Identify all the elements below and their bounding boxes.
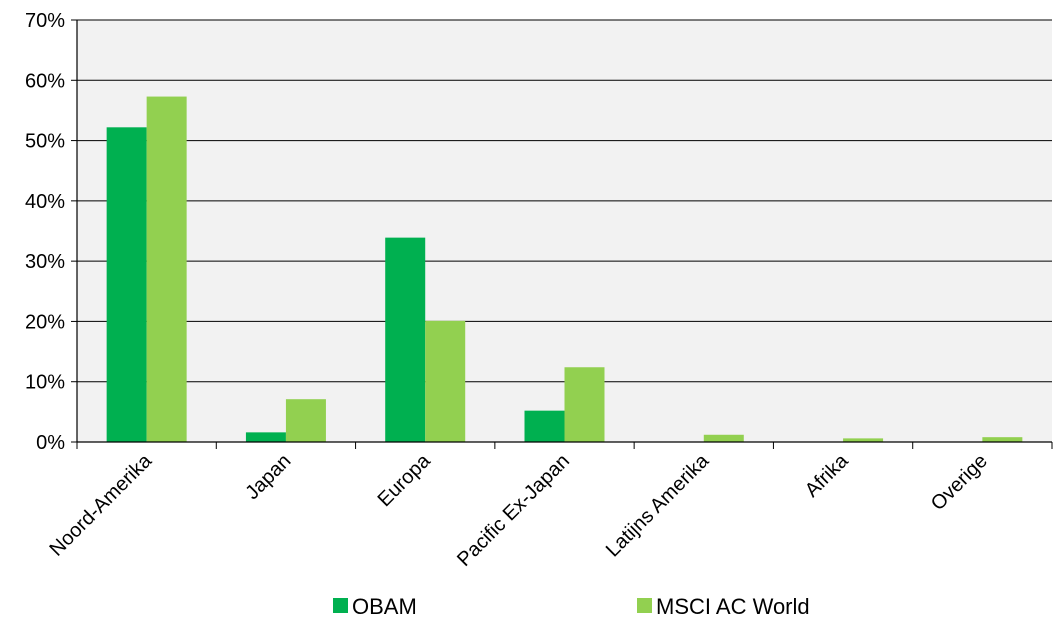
bar-obam-0	[106, 127, 147, 443]
y-tick-label: 60%	[25, 70, 65, 92]
bar-msci-ac-world-6	[982, 437, 1023, 442]
x-category-label: Afrika	[801, 449, 853, 501]
x-category-label: Overige	[927, 450, 992, 515]
bar-msci-ac-world-1	[285, 399, 326, 442]
bars	[106, 96, 1023, 443]
legend-swatch	[637, 598, 652, 613]
legend-swatch	[333, 598, 348, 613]
x-category-label: Japan	[241, 450, 295, 504]
x-category-label: Latijns Amerika	[602, 449, 714, 561]
legend-label: OBAM	[352, 594, 417, 619]
legend: OBAM MSCI AC World	[333, 594, 810, 619]
y-tick-label: 0%	[36, 432, 65, 454]
legend-label: MSCI AC World	[656, 594, 810, 619]
y-tick-label: 70%	[25, 10, 65, 32]
y-tick-label: 50%	[25, 131, 65, 153]
x-category-label: Pacific Ex-Japan	[453, 450, 574, 571]
bar-msci-ac-world-0	[146, 96, 187, 442]
bar-msci-ac-world-5	[843, 438, 884, 442]
x-category-label: Europa	[374, 449, 436, 511]
bar-obam-2	[385, 237, 426, 442]
bar-obam-3	[524, 410, 565, 442]
y-tick-label: 10%	[25, 372, 65, 394]
bar-obam-1	[245, 432, 286, 442]
gridlines	[77, 19, 1052, 383]
bar-msci-ac-world-2	[425, 320, 466, 442]
y-axis-ticks: 0% 10% 20% 30% 40% 50% 60% 70%	[25, 10, 77, 454]
bar-msci-ac-world-3	[564, 367, 605, 442]
bar-msci-ac-world-4	[703, 434, 744, 442]
x-category-label: Noord-Amerika	[46, 449, 157, 560]
x-axis-labels: Noord-Amerika Japan Europa Pacific Ex-Japan…	[46, 449, 992, 571]
y-tick-label: 20%	[25, 311, 65, 333]
axes	[76, 20, 1053, 449]
y-tick-label: 30%	[25, 251, 65, 273]
y-tick-label: 40%	[25, 191, 65, 213]
